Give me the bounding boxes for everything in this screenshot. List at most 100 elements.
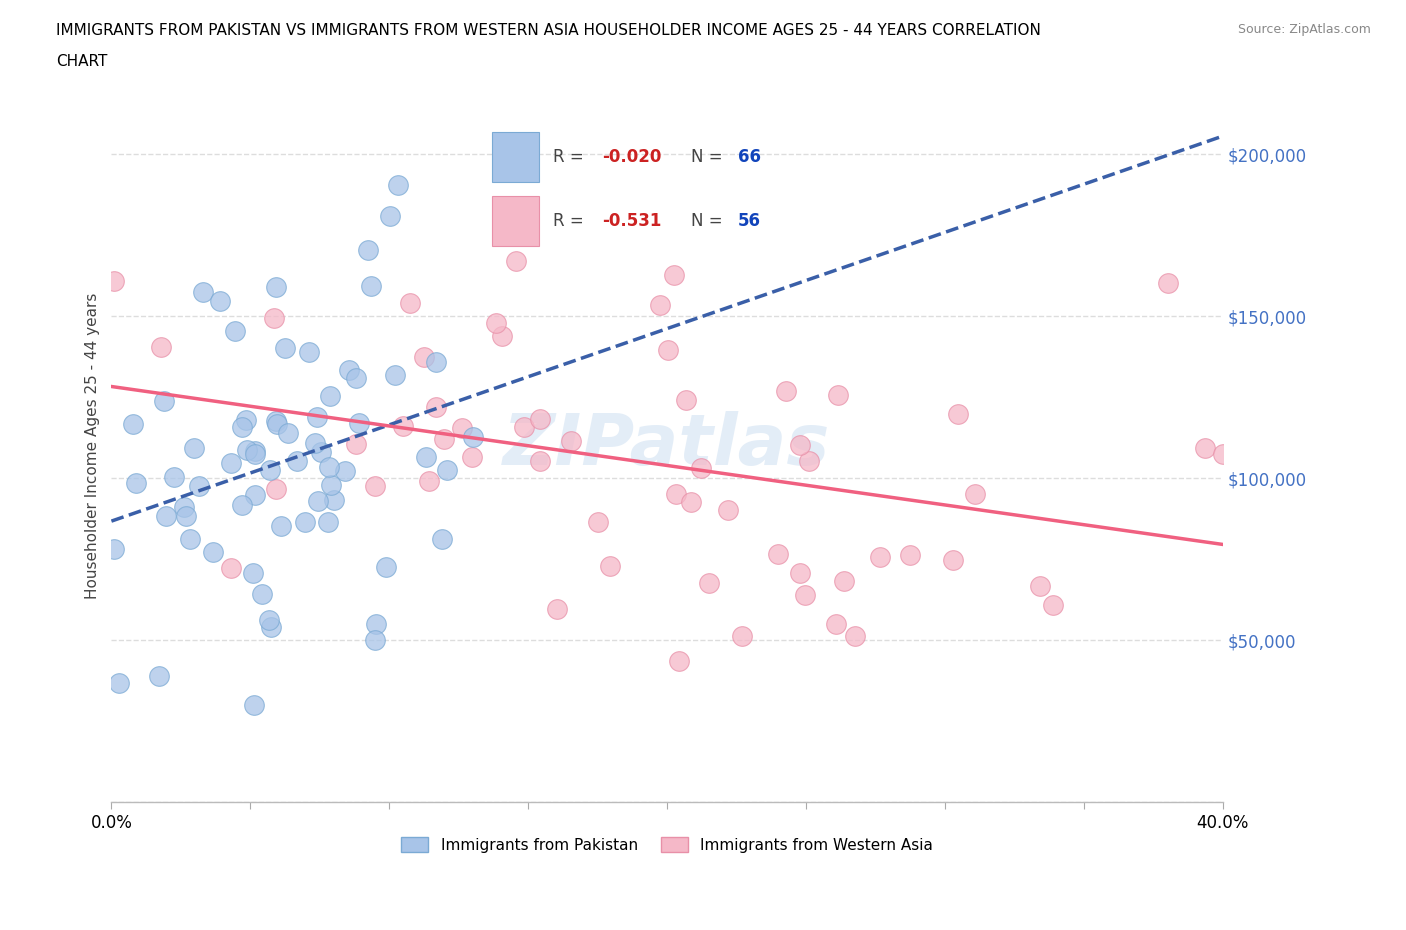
Point [266, 413, 288, 428]
Point [173, 499, 195, 514]
Point [103, 273, 125, 288]
Point [224, 324, 246, 339]
Point [202, 544, 225, 559]
Point [263, 311, 285, 325]
Point [461, 450, 484, 465]
Point [425, 354, 447, 369]
Point [832, 574, 855, 589]
Point [789, 565, 811, 580]
Point [318, 459, 340, 474]
Point [827, 388, 849, 403]
Point [236, 443, 259, 458]
Point [298, 345, 321, 360]
Point [208, 294, 231, 309]
Point [869, 550, 891, 565]
Point [485, 316, 508, 331]
Point [270, 518, 292, 533]
Point [375, 560, 398, 575]
Point [384, 367, 406, 382]
Point [844, 628, 866, 643]
Point [174, 509, 197, 524]
Point [657, 343, 679, 358]
Point [107, 676, 129, 691]
Y-axis label: Householder Income Ages 25 - 44 years: Householder Income Ages 25 - 44 years [86, 293, 100, 599]
Point [697, 576, 720, 591]
Point [305, 409, 328, 424]
Point [219, 456, 242, 471]
Point [491, 329, 513, 344]
Point [274, 340, 297, 355]
Point [242, 566, 264, 581]
Point [529, 411, 551, 426]
Point [529, 454, 551, 469]
Point [1194, 441, 1216, 456]
Point [318, 389, 340, 404]
Point [731, 628, 754, 643]
Point [415, 450, 437, 465]
Point [125, 475, 148, 490]
Point [235, 413, 257, 428]
Point [378, 208, 401, 223]
Point [425, 400, 447, 415]
Point [513, 419, 536, 434]
Point [392, 419, 415, 434]
Point [231, 419, 253, 434]
Point [963, 486, 986, 501]
Text: Source: ZipAtlas.com: Source: ZipAtlas.com [1237, 23, 1371, 36]
Point [599, 559, 621, 574]
Text: CHART: CHART [56, 54, 108, 69]
Point [364, 632, 387, 647]
Point [243, 487, 266, 502]
Point [252, 586, 274, 601]
Point [363, 479, 385, 494]
Point [155, 509, 177, 524]
Point [149, 339, 172, 354]
Text: IMMIGRANTS FROM PAKISTAN VS IMMIGRANTS FROM WESTERN ASIA HOUSEHOLDER INCOME AGES: IMMIGRANTS FROM PAKISTAN VS IMMIGRANTS F… [56, 23, 1040, 38]
Point [398, 296, 420, 311]
Point [243, 444, 266, 458]
Point [183, 441, 205, 456]
Point [505, 254, 527, 269]
Legend: Immigrants from Pakistan, Immigrants from Western Asia: Immigrants from Pakistan, Immigrants fro… [395, 830, 939, 859]
Point [243, 698, 266, 712]
Point [418, 473, 440, 488]
Point [266, 417, 288, 432]
Point [260, 620, 283, 635]
Point [794, 588, 817, 603]
Point [148, 669, 170, 684]
Point [433, 432, 456, 446]
Point [797, 454, 820, 469]
Point [344, 437, 367, 452]
Point [259, 613, 281, 628]
Point [307, 494, 329, 509]
Point [179, 532, 201, 547]
Point [766, 546, 789, 561]
Point [357, 243, 380, 258]
Point [1212, 446, 1234, 461]
Point [461, 430, 484, 445]
Point [309, 445, 332, 459]
Point [259, 462, 281, 477]
Point [121, 417, 143, 432]
Point [266, 280, 288, 295]
Point [162, 470, 184, 485]
Text: ZIPatlas: ZIPatlas [503, 411, 831, 481]
Point [364, 617, 387, 631]
Point [349, 415, 371, 430]
Point [316, 514, 339, 529]
Point [339, 363, 361, 378]
Point [560, 434, 582, 449]
Point [665, 486, 688, 501]
Point [231, 498, 253, 512]
Point [546, 602, 568, 617]
Point [304, 435, 326, 450]
Point [319, 477, 342, 492]
Point [153, 393, 176, 408]
Point [789, 438, 811, 453]
Point [387, 178, 409, 193]
Point [294, 515, 316, 530]
Point [277, 425, 299, 440]
Point [188, 479, 211, 494]
Point [668, 654, 690, 669]
Point [219, 560, 242, 575]
